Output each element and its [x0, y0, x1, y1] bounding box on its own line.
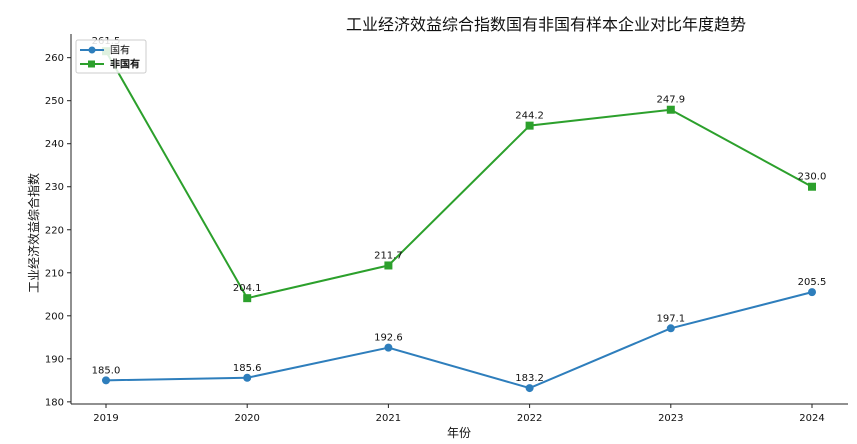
data-point [384, 343, 393, 352]
data-label: 197.1 [656, 313, 685, 324]
chart-title: 工业经济效益综合指数国有非国有样本企业对比年度趋势 [346, 15, 746, 34]
data-point [808, 182, 816, 191]
series-1: 185.0 185.6 192.6 183.2 197.1 205.5 [92, 277, 827, 393]
series-layer: 185.0185.6192.6183.2197.1205.5261.5204.1… [92, 36, 827, 393]
x-tick-label: 2020 [234, 413, 259, 424]
data-label: 185.6 [233, 363, 262, 374]
data-label: 192.6 [374, 333, 403, 344]
series-line [105, 50, 813, 300]
data-label: 205.5 [798, 277, 827, 288]
x-axis-label: 年份 [447, 426, 471, 440]
y-tick-label: 200 [45, 311, 64, 322]
data-label: 211.7 [374, 250, 403, 261]
legend-item: 非国有 [80, 58, 140, 71]
data-point [243, 373, 252, 382]
y-tick-label: 210 [45, 268, 64, 279]
x-tick-label: 2023 [658, 413, 683, 424]
data-label: 204.1 [233, 283, 262, 294]
series-line [105, 291, 813, 390]
y-tick-label: 240 [45, 139, 64, 150]
data-point [384, 261, 393, 270]
y-tick-label: 230 [45, 182, 64, 193]
legend-label: 国有 [110, 44, 130, 57]
data-label: 247.9 [656, 95, 685, 106]
x-tick-label: 2021 [376, 413, 401, 424]
data-point [243, 294, 252, 303]
x-tick-label: 2019 [93, 413, 118, 424]
data-label: 183.2 [515, 373, 544, 384]
legend: 国有非国有 [75, 39, 147, 74]
axes: 180 190 200 210 220 230 240 250 260 2019 2020 2021 2… [45, 34, 848, 424]
legend-marker [88, 46, 96, 54]
data-point [666, 324, 675, 333]
x-tick-label: 2022 [517, 413, 542, 424]
data-point [666, 105, 675, 114]
legend-marker [88, 60, 95, 68]
data-label: 230.0 [798, 172, 827, 183]
data-point [525, 384, 534, 393]
x-tick-label: 2024 [799, 413, 824, 424]
y-tick-label: 250 [45, 96, 64, 107]
data-point [525, 121, 534, 130]
data-label: 185.0 [92, 365, 121, 376]
legend-label: 非国有 [110, 58, 140, 71]
data-point [102, 376, 110, 385]
y-tick-label: 220 [45, 225, 64, 236]
y-tick-label: 190 [45, 354, 64, 365]
data-point [808, 288, 816, 297]
y-tick-label: 180 [45, 397, 64, 408]
y-tick-label: 260 [45, 53, 64, 64]
y-axis-label: 工业经济效益综合指数 [26, 173, 41, 293]
legend-item: 国有 [80, 44, 130, 57]
data-label: 244.2 [515, 111, 544, 122]
